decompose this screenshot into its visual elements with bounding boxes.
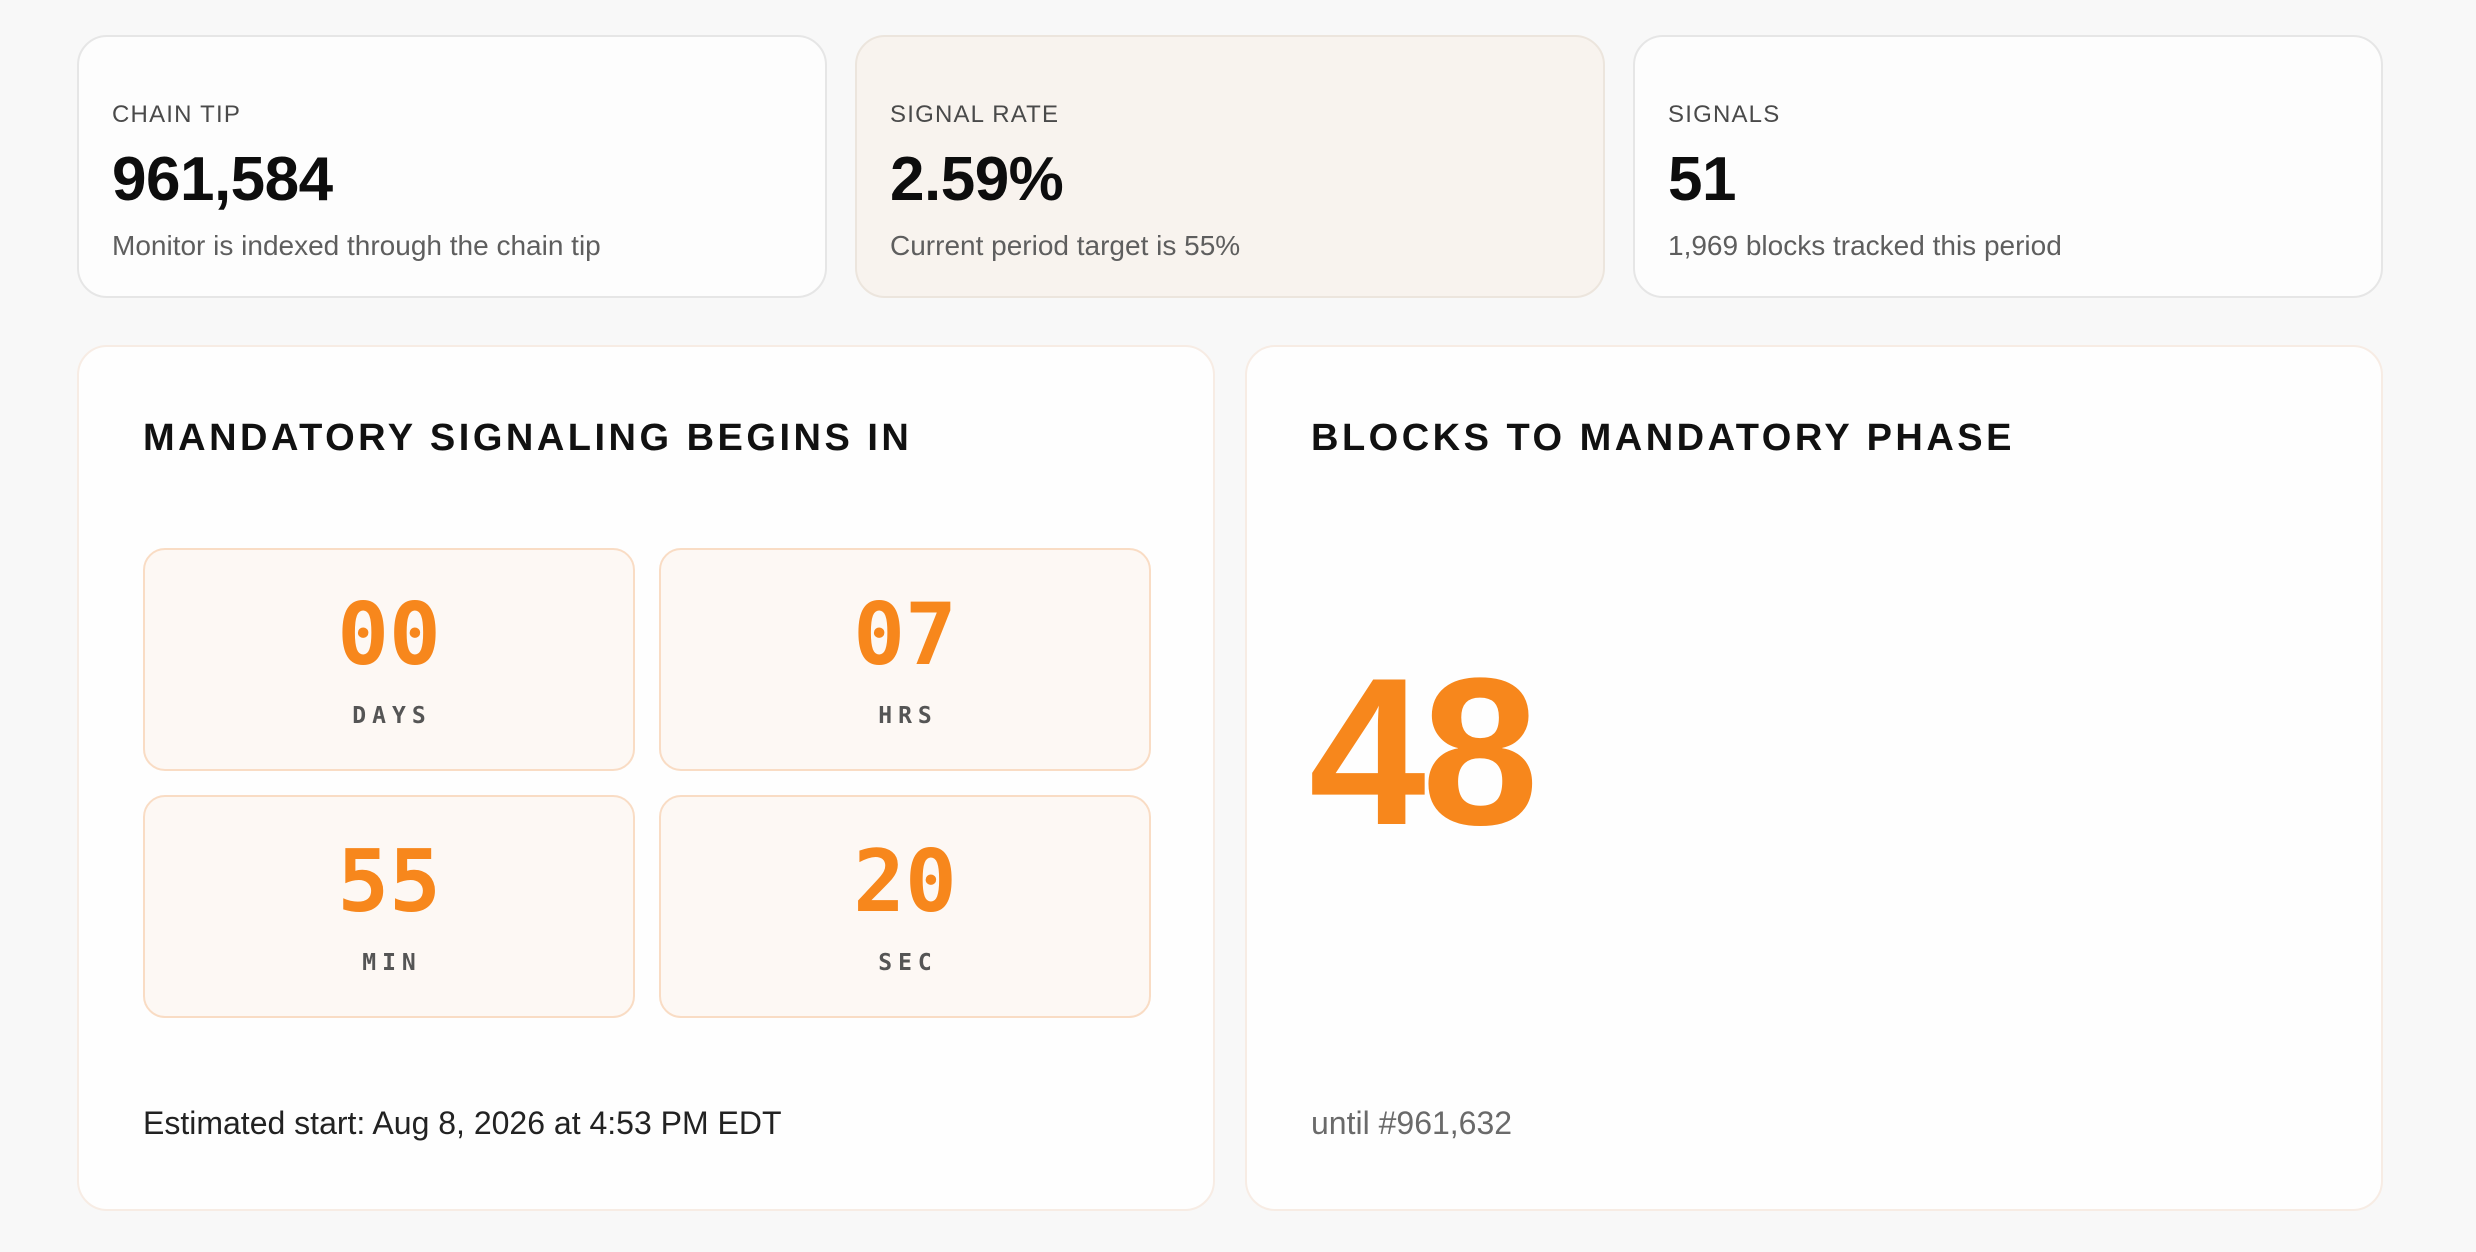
blocks-remaining-value: 48 <box>1309 634 1539 869</box>
countdown-minutes-value: 55 <box>337 832 441 932</box>
countdown-seconds-unit: SEC <box>878 950 938 976</box>
chain-tip-subtext: Monitor is indexed through the chain tip <box>112 230 601 261</box>
countdown-hours-value: 07 <box>853 585 957 685</box>
signals-card: SIGNALS 51 1,969 blocks tracked this per… <box>1633 35 2383 298</box>
blocks-title: BLOCKS TO MANDATORY PHASE <box>1311 417 2015 459</box>
countdown-hours-unit: HRS <box>878 703 938 729</box>
countdown-hours-box: 07 HRS <box>659 548 1151 771</box>
countdown-days-value: 00 <box>337 585 441 685</box>
blocks-panel: BLOCKS TO MANDATORY PHASE 48 until #961,… <box>1245 345 2383 1211</box>
signal-rate-label: SIGNAL RATE <box>890 101 1060 128</box>
countdown-minutes-unit: MIN <box>362 950 422 976</box>
signals-value: 51 <box>1668 145 1736 214</box>
until-block-text: until #961,632 <box>1311 1105 1513 1141</box>
countdown-days-box: 00 DAYS <box>143 548 635 771</box>
countdown-panel: MANDATORY SIGNALING BEGINS IN 00 DAYS 07… <box>77 345 1215 1211</box>
chain-tip-card: CHAIN TIP 961,584 Monitor is indexed thr… <box>77 35 827 298</box>
signals-subtext: 1,969 blocks tracked this period <box>1668 230 2062 261</box>
countdown-seconds-box: 20 SEC <box>659 795 1151 1018</box>
chain-tip-value: 961,584 <box>112 145 333 214</box>
signal-rate-card: SIGNAL RATE 2.59% Current period target … <box>855 35 1605 298</box>
countdown-minutes-box: 55 MIN <box>143 795 635 1018</box>
chain-tip-label: CHAIN TIP <box>112 101 242 128</box>
signal-rate-value: 2.59% <box>890 145 1064 214</box>
signals-label: SIGNALS <box>1668 101 1781 128</box>
countdown-seconds-value: 20 <box>853 832 957 932</box>
estimated-start-text: Estimated start: Aug 8, 2026 at 4:53 PM … <box>143 1105 782 1141</box>
countdown-title: MANDATORY SIGNALING BEGINS IN <box>143 417 913 459</box>
countdown-days-unit: DAYS <box>352 703 432 729</box>
signal-rate-subtext: Current period target is 55% <box>890 230 1241 261</box>
